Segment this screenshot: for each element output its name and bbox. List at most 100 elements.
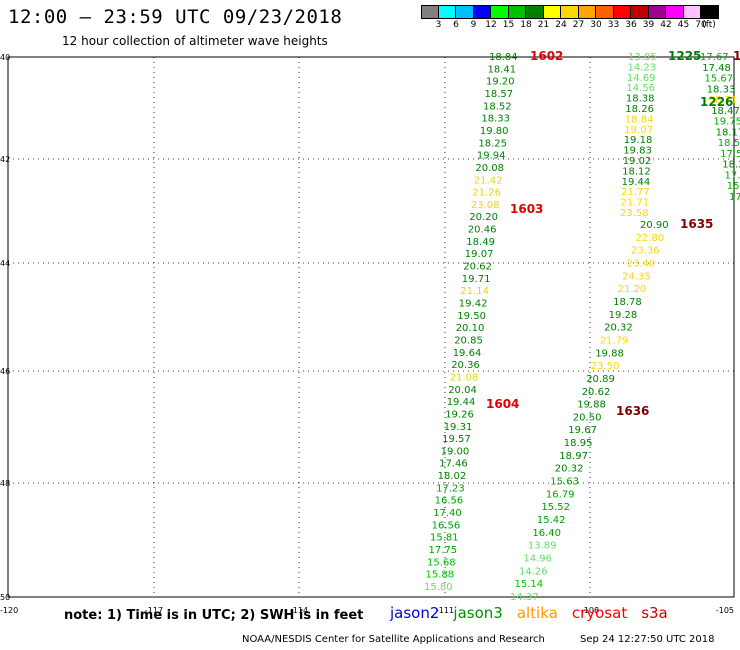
scale-label: 33 [607,20,620,30]
swh-value-cryosat: 21.79 [600,335,629,346]
swh-value-cryosat: 19.28 [609,310,638,321]
swh-value-s3a: 18.57 [485,89,514,100]
scale-label: 18 [520,20,532,30]
swh-value-s3a: 19.07 [465,249,494,260]
scale-swatch [613,5,631,19]
scale-swatch [508,5,526,19]
pass-time-label: 1604 [486,397,519,411]
swh-value-cryosat: 13.89 [528,541,557,552]
scale-swatch [438,5,456,19]
swh-value-s3a: 18.33 [481,114,510,125]
legend-jason3: jason3 [453,604,503,622]
swh-value-cryosat: 20.62 [582,387,611,398]
swh-value-cryosat: 20.32 [555,464,584,475]
scale-swatch [526,5,544,19]
swh-value-cryosat: 23.50 [591,361,620,372]
swh-value-s3a: 18.25 [478,138,507,149]
swh-value-s3a: 19.26 [445,409,474,420]
scale-label: 39 [642,20,655,30]
swh-value-cryosat: 15.63 [550,477,579,488]
swh-value-jason3: 23.58 [620,208,649,219]
legend-jason2: jason2 [390,604,440,622]
swh-value-s3a: 18.02 [438,471,467,482]
swh-value-jason3: 15.3 [727,181,740,192]
pass-time-label: 1225 [668,49,701,63]
swh-value-s3a: 19.80 [480,126,509,137]
swh-value-s3a: 19.20 [486,77,515,88]
swh-value-s3a: 20.10 [456,323,485,334]
swh-value-cryosat: 14.96 [523,554,552,565]
swh-value-s3a: 19.57 [442,434,471,445]
swh-value-s3a: 17.46 [439,459,468,470]
credit-text: NOAA/NESDIS Center for Satellite Applica… [242,634,545,645]
swh-value-jason3: 18.71 [709,95,738,106]
swh-value-jason3: 19.75 [713,117,740,128]
swh-value-cryosat: 20.50 [573,412,602,423]
swh-value-s3a: 15.88 [426,570,455,581]
swh-value-s3a: 19.00 [441,446,470,457]
scale-label: 9 [470,20,477,30]
pass-time-label: 1 [733,49,740,63]
scale-label: 30 [590,20,602,30]
swh-value-s3a: 16.56 [435,496,464,507]
swh-value-cryosat: 15.52 [541,502,570,513]
scale-swatch [596,5,614,19]
swh-value-s3a: 20.04 [448,385,477,396]
swh-value-s3a: 21.42 [474,175,503,186]
scale-label: 15 [502,20,515,30]
scale-swatch [456,5,474,19]
swh-value-s3a: 20.62 [463,262,492,273]
lat-label: 40 [0,53,10,62]
timestamp: Sep 24 12:27:50 UTC 2018 [580,634,715,645]
swh-value-s3a: 17.75 [429,545,458,556]
scale-swatch [561,5,579,19]
map-title: 12:00 – 23:59 UTC 09/23/2018 [8,6,343,28]
swh-value-cryosat: 14.26 [519,566,548,577]
scale-swatch [543,5,561,19]
lat-label: 48 [0,479,10,488]
scale-swatch [701,5,719,19]
swh-value-s3a: 19.64 [453,348,482,359]
pass-time-label: 1226 [700,95,733,109]
swh-value-cryosat: 14.37 [510,592,539,603]
swh-value-jason3: 13.85 [628,52,657,63]
swh-value-cryosat: 23.40 [627,259,656,270]
swh-value-s3a: 15.80 [424,582,453,593]
swh-value-s3a: 21.08 [450,373,479,384]
lat-label: 46 [0,367,10,376]
swh-value-jason3: 18.57 [718,138,740,149]
swh-value-s3a: 20.36 [451,360,480,371]
swh-value-s3a: 18.41 [488,64,517,75]
swh-value-jason3: 15.67 [705,74,734,85]
scale-label: 36 [625,20,637,30]
lat-label: 42 [0,155,10,164]
swh-value-cryosat: 16.40 [532,528,561,539]
lon-label: -114 [290,606,308,615]
swh-value-s3a: 21.14 [460,286,489,297]
swh-value-s3a: 20.20 [469,212,498,223]
satellite-legend: jason2 jason3 altika cryosat s3a [390,604,668,622]
scale-swatch [578,5,596,19]
swh-value-jason3: 17.67 [700,52,729,63]
swh-value-s3a: 23.08 [471,200,500,211]
legend-altika: altika [516,604,558,622]
swh-value-s3a: 17.40 [433,508,462,519]
pass-time-label: 1602 [530,49,563,63]
scale-label: 70 [695,20,707,30]
swh-value-s3a: 19.71 [462,274,491,285]
color-scale-bar [421,5,719,19]
swh-value-jason3: 18.47 [711,106,740,117]
swh-value-s3a: 19.94 [477,151,506,162]
scale-swatch [421,5,439,19]
legend-s3a: s3a [641,604,668,622]
swh-value-jason3: 17.48 [702,63,731,74]
swh-value-s3a: 19.50 [457,311,486,322]
swh-value-s3a: 20.85 [454,336,483,347]
pass-time-label: 1603 [510,202,543,216]
scale-swatch [473,5,491,19]
swh-value-jason3: 17 [729,192,740,203]
swh-value-cryosat: 21.20 [618,284,647,295]
scale-label: 12 [485,20,497,30]
swh-value-jason3: 21.77 [621,187,650,198]
